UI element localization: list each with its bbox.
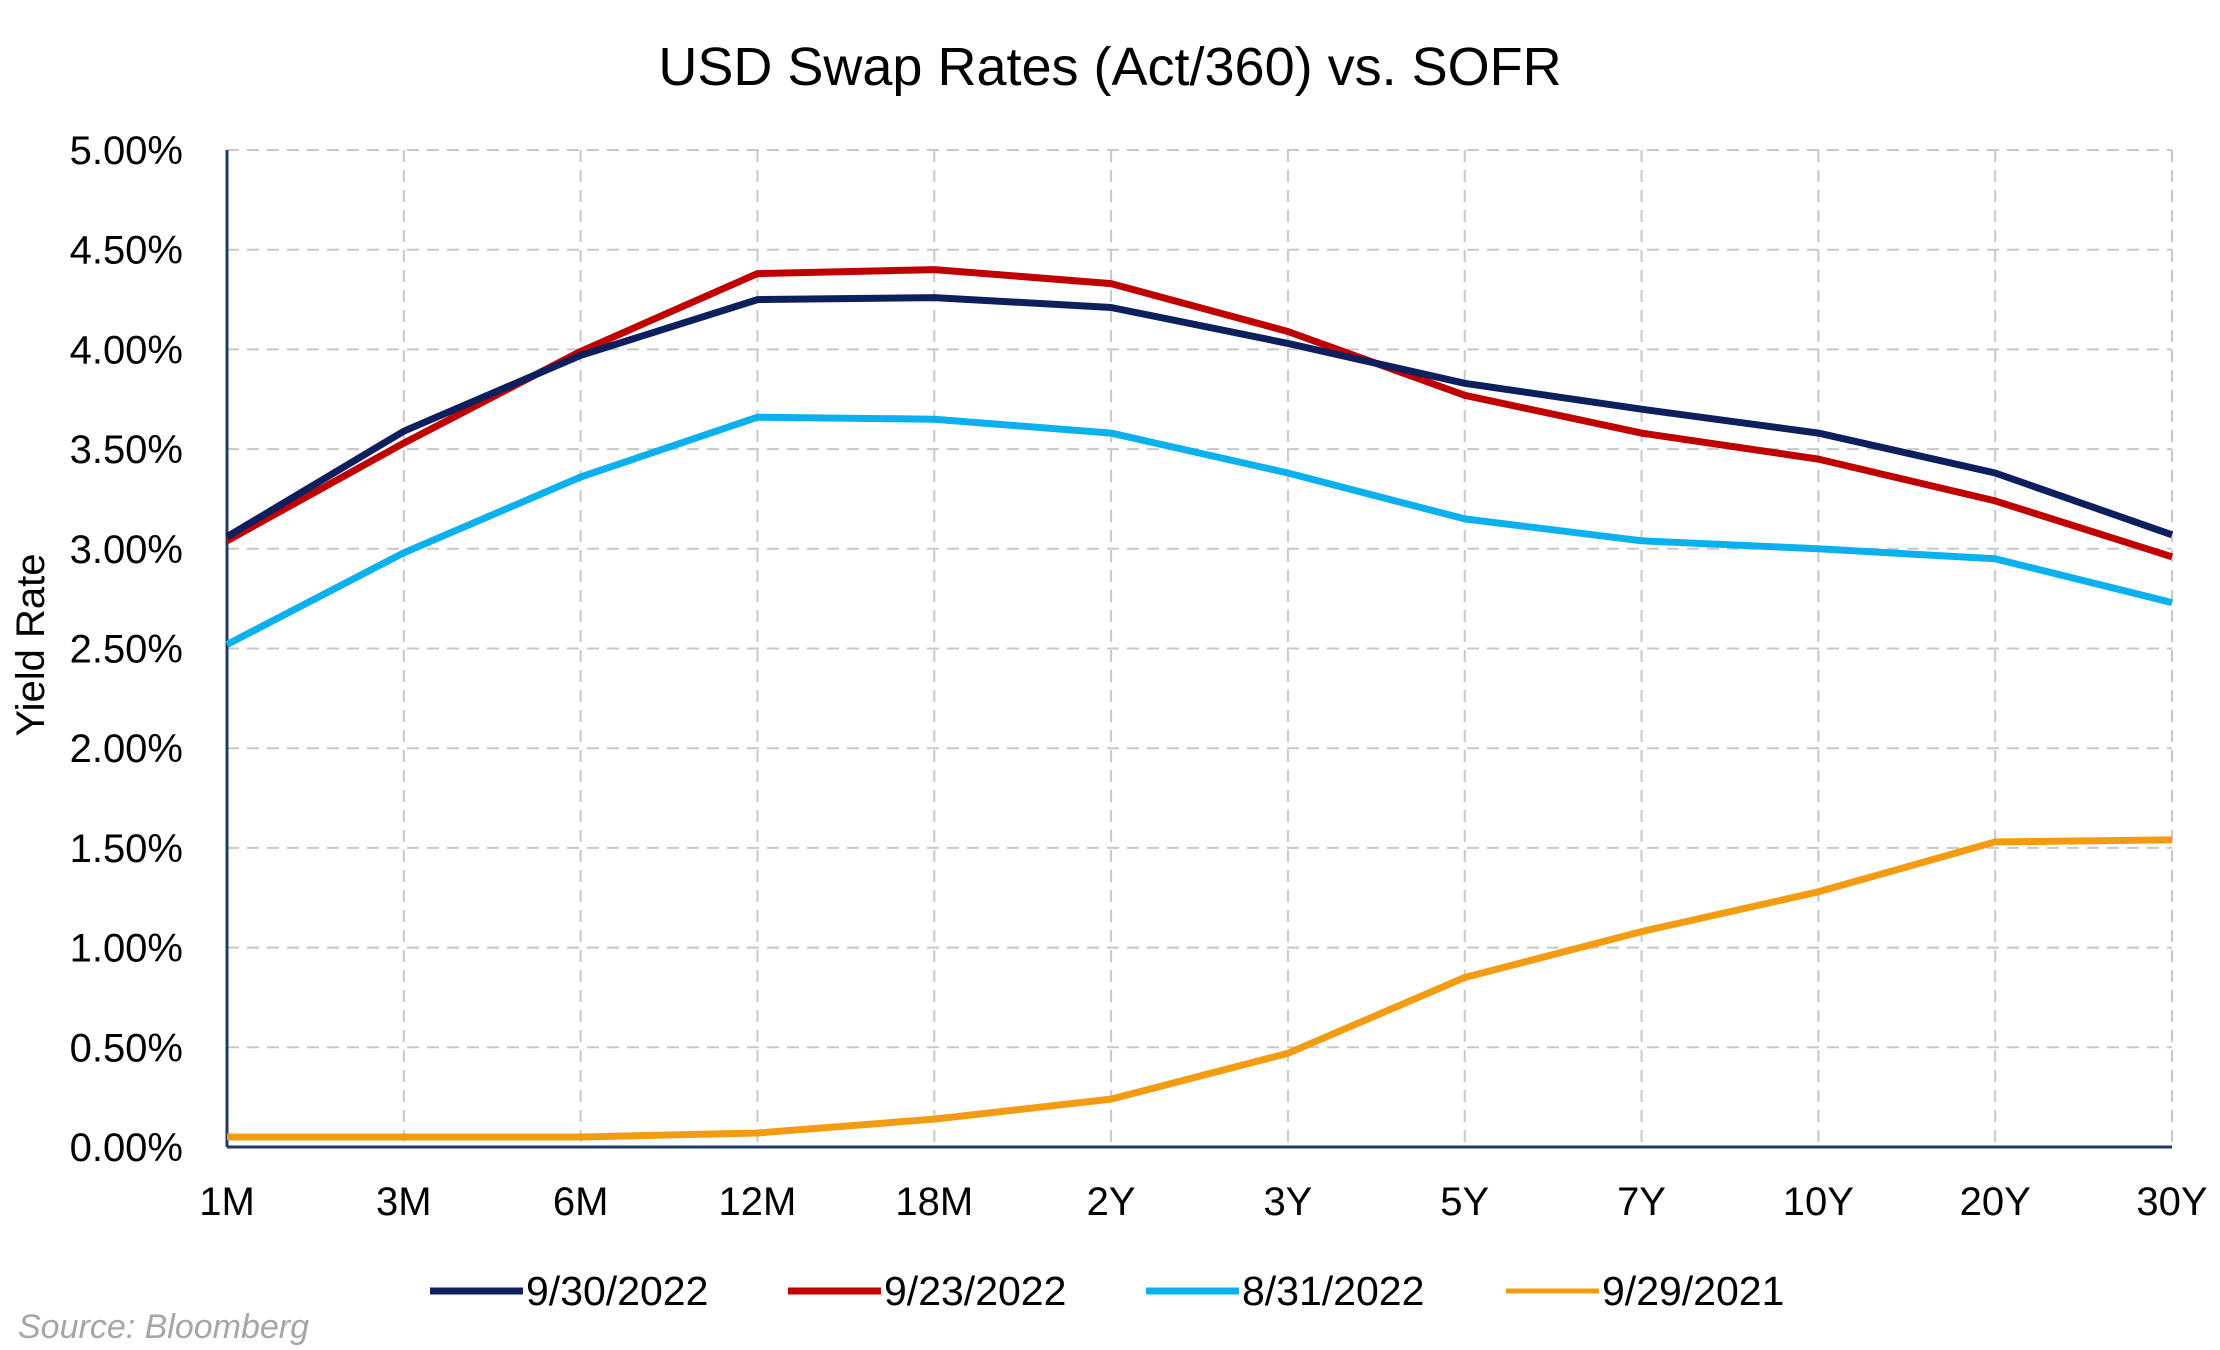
- series-line-2: [225, 266, 2174, 561]
- y-tick-label: 4.50%: [70, 229, 183, 273]
- y-tick-label: 1.50%: [70, 827, 183, 871]
- y-tick-label: 3.00%: [70, 528, 183, 572]
- x-tick-label: 2Y: [1087, 1180, 1136, 1224]
- grid-lines: [227, 149, 2173, 1147]
- legend-label: 9/29/2021: [1602, 1268, 1784, 1314]
- legend-item-1: 9/30/2022: [430, 1268, 708, 1314]
- series-line-3: [225, 413, 2173, 648]
- x-tick-label: 18M: [895, 1180, 973, 1224]
- y-tick-label: 2.00%: [70, 727, 183, 771]
- axes: [225, 150, 2172, 1149]
- y-tick-label: 0.50%: [70, 1026, 183, 1070]
- legend-label: 8/31/2022: [1242, 1268, 1424, 1314]
- series-line-4: [227, 836, 2173, 1141]
- x-tick-label: 6M: [553, 1180, 609, 1224]
- legend-item-3: 8/31/2022: [1146, 1268, 1424, 1314]
- series-lines: [225, 266, 2174, 1141]
- x-tick-label: 20Y: [1960, 1180, 2031, 1224]
- legend: 9/30/2022 9/23/2022 8/31/2022 9/29/2021: [430, 1268, 1784, 1314]
- x-tick-label: 30Y: [2136, 1180, 2207, 1224]
- x-tick-label: 1M: [199, 1180, 255, 1224]
- y-tick-label: 2.50%: [70, 628, 183, 672]
- x-tick-label: 10Y: [1783, 1180, 1854, 1224]
- y-tick-label: 5.00%: [70, 129, 183, 173]
- x-tick-label: 5Y: [1440, 1180, 1489, 1224]
- y-axis-ticks: 0.00% 0.50% 1.00% 1.50% 2.00% 2.50% 3.00% 3.50%…: [70, 129, 183, 1170]
- legend-label: 9/30/2022: [526, 1268, 708, 1314]
- source-note: Source: Bloomberg: [18, 1308, 309, 1346]
- legend-label: 9/23/2022: [884, 1268, 1066, 1314]
- y-tick-label: 4.00%: [70, 328, 183, 372]
- x-tick-label: 12M: [719, 1180, 797, 1224]
- y-axis-title: Yield Rate: [9, 553, 53, 736]
- y-tick-label: 3.50%: [70, 428, 183, 472]
- series-line-1: [225, 294, 2174, 540]
- y-tick-label: 1.00%: [70, 927, 183, 971]
- legend-item-2: 9/23/2022: [788, 1268, 1066, 1314]
- y-tick-label: 0.00%: [70, 1126, 183, 1170]
- x-tick-label: 7Y: [1617, 1180, 1666, 1224]
- legend-item-4: 9/29/2021: [1506, 1268, 1784, 1314]
- x-tick-label: 3M: [376, 1180, 432, 1224]
- x-tick-label: 3Y: [1263, 1180, 1312, 1224]
- chart-title: USD Swap Rates (Act/360) vs. SOFR: [658, 37, 1561, 97]
- x-axis-ticks: 1M 3M 6M 12M 18M 2Y 3Y 5Y 7Y 10Y 20Y 30Y: [199, 1180, 2207, 1224]
